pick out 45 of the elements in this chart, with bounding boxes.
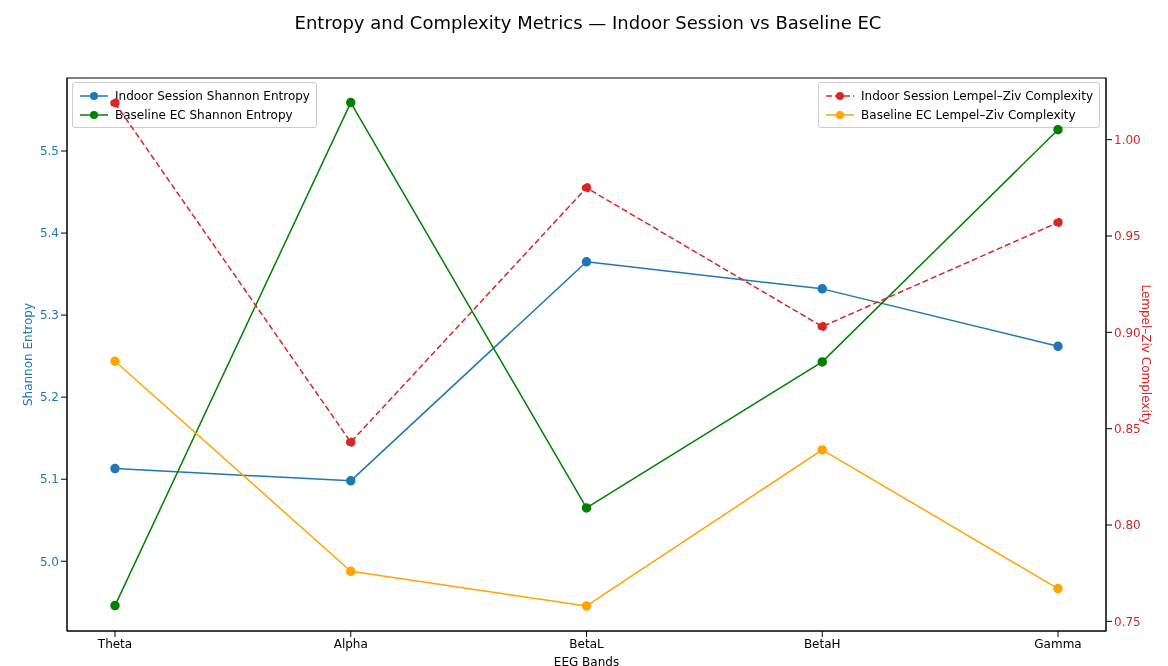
- point: [1053, 341, 1063, 352]
- y-tick-label: 5.5: [39, 144, 59, 159]
- y-tick-label: 5.0: [39, 554, 59, 569]
- y2-axis-title: Lempel–Ziv Complexity: [1138, 284, 1153, 425]
- point: [817, 445, 827, 455]
- y2-tick-label: 0.95: [1114, 229, 1141, 244]
- point: [346, 97, 356, 108]
- x-tick-label: Gamma: [1034, 636, 1082, 651]
- point: [581, 503, 592, 513]
- y2-tick-label: 0.80: [1114, 518, 1141, 533]
- point: [581, 257, 592, 267]
- x-tick-label: Alpha: [333, 636, 368, 651]
- point: [581, 601, 592, 611]
- point: [817, 321, 827, 332]
- point: [110, 98, 120, 108]
- legend-label: Indoor Session Lempel–Ziv Complexity: [861, 88, 1093, 103]
- point: [817, 284, 827, 294]
- point: [1053, 217, 1063, 228]
- point: [581, 183, 592, 193]
- point: [817, 357, 827, 367]
- point: [110, 600, 120, 611]
- x-tick-label: BetaL: [569, 636, 604, 651]
- y-tick-label: 5.4: [39, 226, 59, 241]
- y-tick-label: 5.3: [39, 308, 59, 323]
- y2-tick-label: 0.85: [1114, 421, 1141, 436]
- point: [1053, 124, 1063, 135]
- x-tick-label: Theta: [96, 636, 133, 651]
- point: [346, 437, 356, 447]
- point: [1053, 583, 1063, 594]
- x-axis-title: EEG Bands: [553, 655, 620, 666]
- legend-label: Baseline EC Shannon Entropy: [115, 107, 293, 122]
- chart-title: Entropy and Complexity Metrics — Indoor Session vs Baseline EC: [293, 12, 883, 33]
- point: [110, 356, 120, 366]
- y-axis-title: Shannon Entropy: [21, 302, 36, 407]
- y-tick-label: 5.2: [39, 390, 59, 405]
- point: [110, 463, 120, 474]
- y2-tick-label: 0.90: [1114, 325, 1141, 340]
- legend-label: Indoor Session Shannon Entropy: [115, 88, 310, 103]
- point: [346, 566, 356, 577]
- y-tick-label: 5.1: [39, 472, 59, 487]
- point: [346, 476, 356, 486]
- legend-label: Baseline EC Lempel–Ziv Complexity: [861, 107, 1076, 122]
- y2-tick-label: 0.75: [1114, 614, 1141, 629]
- x-tick-label: BetaH: [803, 636, 841, 651]
- y2-tick-label: 1.00: [1114, 132, 1141, 147]
